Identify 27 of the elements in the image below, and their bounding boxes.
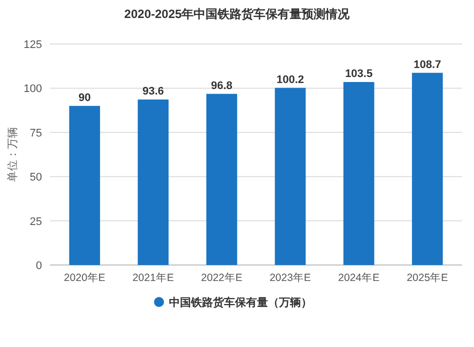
x-tick-label: 2025年E — [406, 272, 448, 284]
data-label: 90 — [78, 92, 91, 104]
y-tick-label: 25 — [30, 216, 42, 228]
data-label: 108.7 — [414, 58, 442, 71]
bar — [69, 106, 100, 265]
x-tick-label: 2023年E — [270, 272, 311, 284]
data-label: 93.6 — [142, 86, 164, 98]
y-tick-label: 100 — [24, 83, 42, 96]
y-tick-label: 50 — [30, 172, 42, 184]
y-axis-title: 单位：万辆 — [6, 127, 19, 182]
bar — [343, 82, 374, 265]
y-tick-label: 0 — [36, 260, 42, 272]
chart-title: 2020-2025年中国铁路货车保有量预测情况 — [124, 7, 351, 21]
data-label: 100.2 — [276, 74, 304, 86]
bar — [206, 94, 238, 265]
x-tick-label: 2022年E — [201, 272, 242, 284]
x-tick-label: 2024年E — [338, 272, 380, 284]
x-tick-label: 2020年E — [64, 272, 106, 284]
y-tick-label: 125 — [24, 39, 42, 51]
data-label: 96.8 — [211, 80, 232, 92]
bar — [138, 100, 169, 265]
legend-label: 中国铁路货车保有量（万辆） — [169, 296, 312, 309]
x-tick-label: 2021年E — [132, 272, 174, 284]
bar — [412, 72, 443, 265]
data-label: 103.5 — [345, 68, 373, 80]
y-tick-label: 75 — [30, 127, 42, 140]
bar — [274, 88, 306, 265]
